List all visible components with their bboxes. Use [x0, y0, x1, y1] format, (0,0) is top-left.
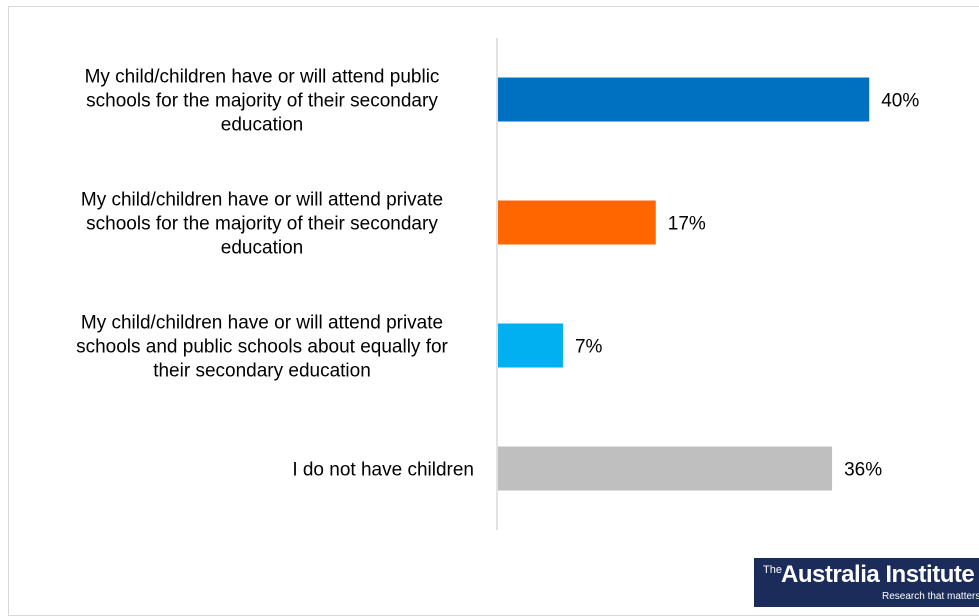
logo-tagline: Research that matters [882, 591, 979, 602]
category-label-line: My child/children have or will attend pr… [81, 190, 443, 211]
bar-3 [498, 323, 563, 368]
category-label-3: My child/children have or will attend pr… [76, 313, 448, 382]
logo-name-text: Australia Institute [781, 561, 975, 588]
category-label-line: My child/children have or will attend pr… [81, 313, 443, 334]
category-label-line: schools for the majority of their second… [86, 91, 438, 112]
category-label-line: education [221, 238, 303, 259]
category-label-line: education [221, 115, 303, 136]
category-label-4: I do not have children [292, 460, 474, 481]
category-label-1: My child/children have or will attend pu… [85, 67, 440, 136]
category-label-2: My child/children have or will attend pr… [81, 190, 443, 259]
category-label-line: My child/children have or will attend pu… [85, 67, 440, 88]
category-label-line: schools and public schools about equally… [76, 337, 448, 358]
category-label-line: I do not have children [292, 460, 474, 481]
value-labels: 40% 17% 7% 36% [575, 91, 919, 481]
value-label-3: 7% [575, 337, 603, 358]
australia-institute-logo: The Australia Institute Research that ma… [754, 558, 979, 607]
category-label-line: their secondary education [153, 361, 371, 382]
bar-4 [498, 446, 833, 491]
category-labels: My child/children have or will attend pu… [76, 67, 474, 481]
bar-2 [498, 200, 656, 245]
bars-group [498, 77, 870, 491]
value-label-2: 17% [668, 214, 706, 235]
value-label-1: 40% [881, 91, 919, 112]
logo-the-text: The [763, 564, 782, 576]
bar-1 [498, 77, 870, 122]
category-label-line: schools for the majority of their second… [86, 214, 438, 235]
value-label-4: 36% [844, 460, 882, 481]
